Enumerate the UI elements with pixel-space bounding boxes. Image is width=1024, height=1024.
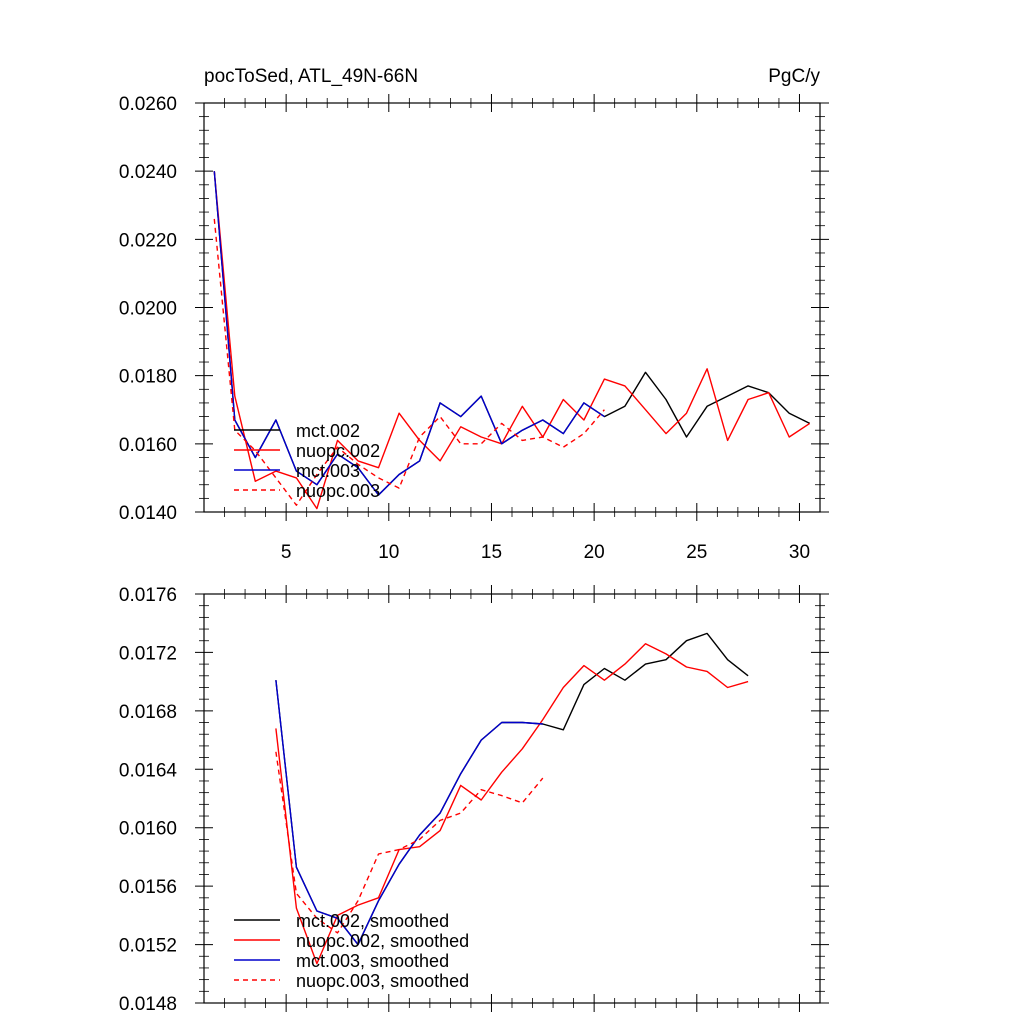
legend-label: mct.003, smoothed — [296, 951, 449, 971]
y-tick-label: 0.0260 — [119, 94, 177, 115]
x-tick-label: 30 — [789, 542, 810, 563]
legend-label: nuopc.002 — [296, 441, 380, 461]
chart-title: pocToSed, ATL_49N-66N — [204, 66, 418, 87]
units-label: PgC/y — [768, 66, 820, 87]
legend-label: mct.002 — [296, 421, 360, 441]
x-tick-label: 5 — [281, 542, 292, 563]
y-tick-label: 0.0160 — [119, 819, 177, 840]
legend-label: mct.002, smoothed — [296, 911, 449, 931]
series-line-mct-003-smoothed — [275, 680, 543, 946]
y-tick-label: 0.0180 — [119, 367, 177, 388]
legend-label: nuopc.002, smoothed — [296, 931, 469, 951]
y-tick-label: 0.0168 — [119, 702, 177, 723]
y-tick-label: 0.0164 — [119, 760, 178, 781]
y-tick-label: 0.0176 — [119, 585, 177, 606]
y-tick-label: 0.0148 — [119, 994, 177, 1015]
x-tick-label: 25 — [686, 542, 707, 563]
x-tick-label: 10 — [378, 542, 399, 563]
series-line-nuopc-003 — [213, 218, 605, 506]
y-tick-label: 0.0160 — [119, 435, 177, 456]
y-tick-label: 0.0240 — [119, 162, 177, 183]
legend-label: mct.003 — [296, 461, 360, 481]
y-tick-label: 0.0220 — [119, 230, 177, 251]
y-tick-label: 0.0200 — [119, 299, 177, 320]
series-line-nuopc-003-smoothed — [275, 751, 544, 934]
x-tick-label: 15 — [481, 542, 502, 563]
top-panel: 0.0140 0.0160 0.0180 0.0200 0.0220 0.0240 0.02… — [119, 94, 829, 563]
legend-label: nuopc.003, smoothed — [296, 971, 469, 991]
legend-label: nuopc.003 — [296, 481, 380, 501]
y-tick-label: 0.0156 — [119, 877, 177, 898]
y-tick-label: 0.0152 — [119, 936, 177, 957]
series-line-mct-003 — [213, 171, 605, 496]
bottom-panel: 0.0148 0.0152 0.0156 0.0160 0.0164 0.0168 0.01… — [119, 585, 829, 1015]
series-line-nuopc-002 — [213, 171, 811, 510]
y-tick-label: 0.0140 — [119, 503, 177, 524]
series-line-nuopc-002-smoothed — [275, 643, 749, 965]
series-line-mct-002-smoothed — [275, 632, 749, 946]
y-tick-label: 0.0172 — [119, 643, 177, 664]
x-tick-label: 20 — [584, 542, 605, 563]
